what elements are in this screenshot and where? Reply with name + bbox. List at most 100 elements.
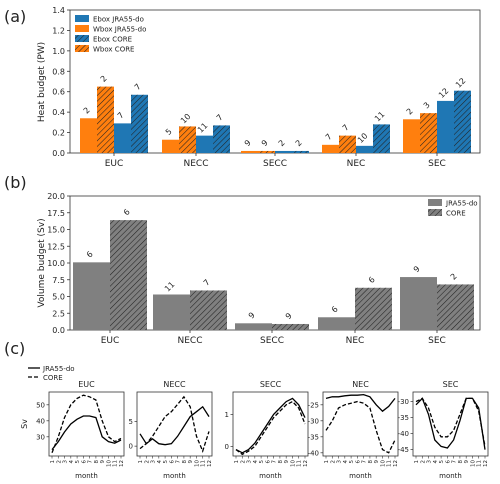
bar-hatch <box>213 125 230 153</box>
x-tick-label-c: 2 <box>420 460 426 464</box>
x-tick-label-c: 8 <box>368 460 374 464</box>
x-axis-label-c: month <box>439 472 462 480</box>
bar-label: 6 <box>367 275 377 285</box>
y-tick-label-b: 7.5 <box>52 276 65 285</box>
y-tick-label-c: -25 <box>308 401 319 409</box>
y-tick-label-c: -35 <box>308 433 319 441</box>
x-tick-label-nec: NEC <box>346 336 365 346</box>
x-tick-label-c: 5 <box>259 460 265 464</box>
x-tick-label-c: 11 <box>477 460 483 467</box>
bar-jra55-do-secc <box>235 323 272 330</box>
subplot-title: NECC <box>163 380 186 389</box>
y-tick-label-c: -30 <box>398 398 409 406</box>
subplot-frame <box>322 391 399 457</box>
bar-hatch <box>97 86 114 153</box>
x-tick-label-c: 9 <box>284 460 290 464</box>
y-tick-label-c: -30 <box>308 417 319 425</box>
x-tick-label-c: 4 <box>343 460 349 464</box>
x-tick-label-c: 3 <box>427 460 433 464</box>
bar-label: 9 <box>412 264 422 274</box>
bar-hatch <box>339 135 356 153</box>
legend-swatch-hatch <box>75 45 89 52</box>
bar-label: 12 <box>437 86 451 100</box>
line-core-nec <box>325 400 396 454</box>
x-tick-label-c: 11 <box>387 460 393 467</box>
legend-swatch-wbox-jra55-do <box>75 25 89 32</box>
legend-label-ebox-core: Ebox CORE <box>93 36 132 44</box>
bar-label: 2 <box>82 106 92 116</box>
x-axis-label-c: month <box>75 472 98 480</box>
bar-label: 3 <box>422 100 432 110</box>
bar-hatch <box>190 290 227 330</box>
x-tick-label-c: 2 <box>330 460 336 464</box>
bar-hatch <box>258 150 275 153</box>
x-tick-label-c: 3 <box>151 460 157 464</box>
line-core-necc <box>139 395 210 453</box>
bar-label: 2 <box>294 138 304 148</box>
y-tick-label-c: 0 <box>225 443 229 451</box>
line-core-secc <box>235 400 306 456</box>
line-jra55-secc <box>235 397 306 454</box>
bar-label: 11 <box>196 121 210 135</box>
bar-wbox-jra55-do-necc <box>162 139 179 153</box>
x-tick-label-necc: NECC <box>178 336 203 346</box>
y-tick-label-c: -35 <box>398 414 409 422</box>
subplot-title: SEC <box>443 380 459 389</box>
bar-label: 2 <box>449 272 459 282</box>
line-jra55-nec <box>325 393 396 413</box>
x-tick-label-c: 5 <box>349 460 355 464</box>
y-tick-label-a: 1.2 <box>52 26 65 35</box>
x-tick-label-c: 1 <box>50 460 56 464</box>
subplot-title: NEC <box>352 380 369 389</box>
y-tick-label-c: 0 <box>129 443 133 451</box>
bar-hatch <box>272 323 309 330</box>
bar-label: 2 <box>99 74 109 84</box>
y-axis-a: 0.0 0.2 0.4 0.6 0.8 1.0 1.2 1.4 <box>52 6 70 158</box>
x-tick-label-c: 12 <box>393 460 399 467</box>
subplot-title: SECC <box>260 380 282 389</box>
x-tick-label-c: 6 <box>445 460 451 464</box>
y-tick-label-c: -40 <box>398 430 409 438</box>
x-tick-label-c: 2 <box>144 460 150 464</box>
y-tick-label-c: 40 <box>36 417 45 425</box>
y-tick-label-a: 1.4 <box>52 6 65 15</box>
bar-label: 9 <box>284 311 294 321</box>
x-tick-label-c: 7 <box>88 460 94 464</box>
bar-label: 9 <box>247 311 257 321</box>
x-tick-label-c: 9 <box>374 460 380 464</box>
bar-hatch <box>373 124 390 153</box>
subplot-frame <box>232 391 309 457</box>
x-tick-label-c: 6 <box>169 460 175 464</box>
legend-c: JRA55-do CORE <box>28 365 75 382</box>
y-tick-label-a: 0.4 <box>52 108 65 117</box>
x-axis-a: EUC NECC SECC NEC SEC <box>105 153 446 169</box>
y-axis-label-a: Heat budget (PW) <box>37 42 47 122</box>
y-tick-label-a: 0.2 <box>52 129 65 138</box>
bar-jra55-do-sec <box>400 277 437 330</box>
bar-label: 12 <box>454 76 468 90</box>
bar-label: 7 <box>116 111 126 121</box>
x-tick-label-c: 8 <box>182 460 188 464</box>
x-tick-label-c: 4 <box>69 460 75 464</box>
y-tick-label-a: 0.6 <box>52 88 65 97</box>
x-tick-label-c: 10 <box>290 460 296 467</box>
bar-label: 9 <box>260 138 270 148</box>
bar-hatch <box>179 126 196 153</box>
bar-label: 7 <box>133 82 143 92</box>
bar-label: 11 <box>373 110 387 124</box>
bar-wbox-jra55-do-secc <box>241 150 258 153</box>
x-tick-label-c: 8 <box>458 460 464 464</box>
bar-hatch <box>355 287 392 330</box>
x-tick-label-c: 6 <box>355 460 361 464</box>
y-tick-label-b: 2.5 <box>52 309 65 318</box>
legend-a: Ebox JRA55-do Wbox JRA55-do Ebox CORE Wbox … <box>75 15 146 54</box>
bar-hatch <box>131 94 148 153</box>
legend-swatch-hatch <box>428 209 442 216</box>
x-tick-label-sec: SEC <box>428 336 446 346</box>
bar-label: 11 <box>163 280 177 294</box>
